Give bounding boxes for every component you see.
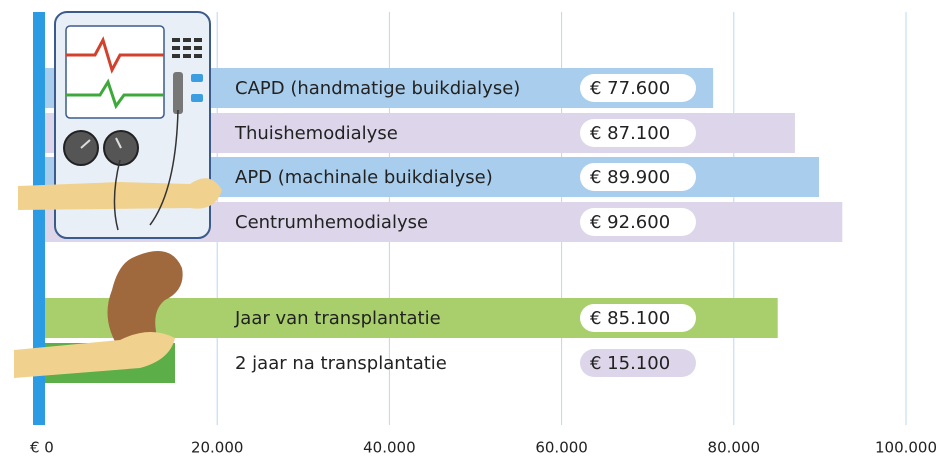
x-tick-label: 40.000 <box>363 439 416 457</box>
category-label: Thuishemodialyse <box>234 123 398 144</box>
x-tick-label: 60.000 <box>535 439 588 457</box>
x-tick-label: 100.000 <box>875 439 937 457</box>
x-tick-label: € 0 <box>30 439 54 457</box>
value-label: € 89.900 <box>590 167 670 188</box>
x-tick-label: 80.000 <box>708 439 761 457</box>
x-tick-label: 20.000 <box>191 439 244 457</box>
category-label: 2 jaar na transplantatie <box>235 353 447 374</box>
value-label: € 85.100 <box>590 308 670 329</box>
value-label: € 15.100 <box>590 353 670 374</box>
category-label: Jaar van transplantatie <box>234 308 441 329</box>
value-label: € 87.100 <box>590 123 670 144</box>
value-label: € 77.600 <box>590 78 670 99</box>
value-label: € 92.600 <box>590 212 670 233</box>
category-label: CAPD (handmatige buikdialyse) <box>235 78 520 99</box>
category-label: APD (machinale buikdialyse) <box>235 167 493 188</box>
category-label: Centrumhemodialyse <box>235 212 428 233</box>
chart: € 0 20.000 40.000 60.000 80.000 100.000 CAPD … <box>0 0 943 458</box>
